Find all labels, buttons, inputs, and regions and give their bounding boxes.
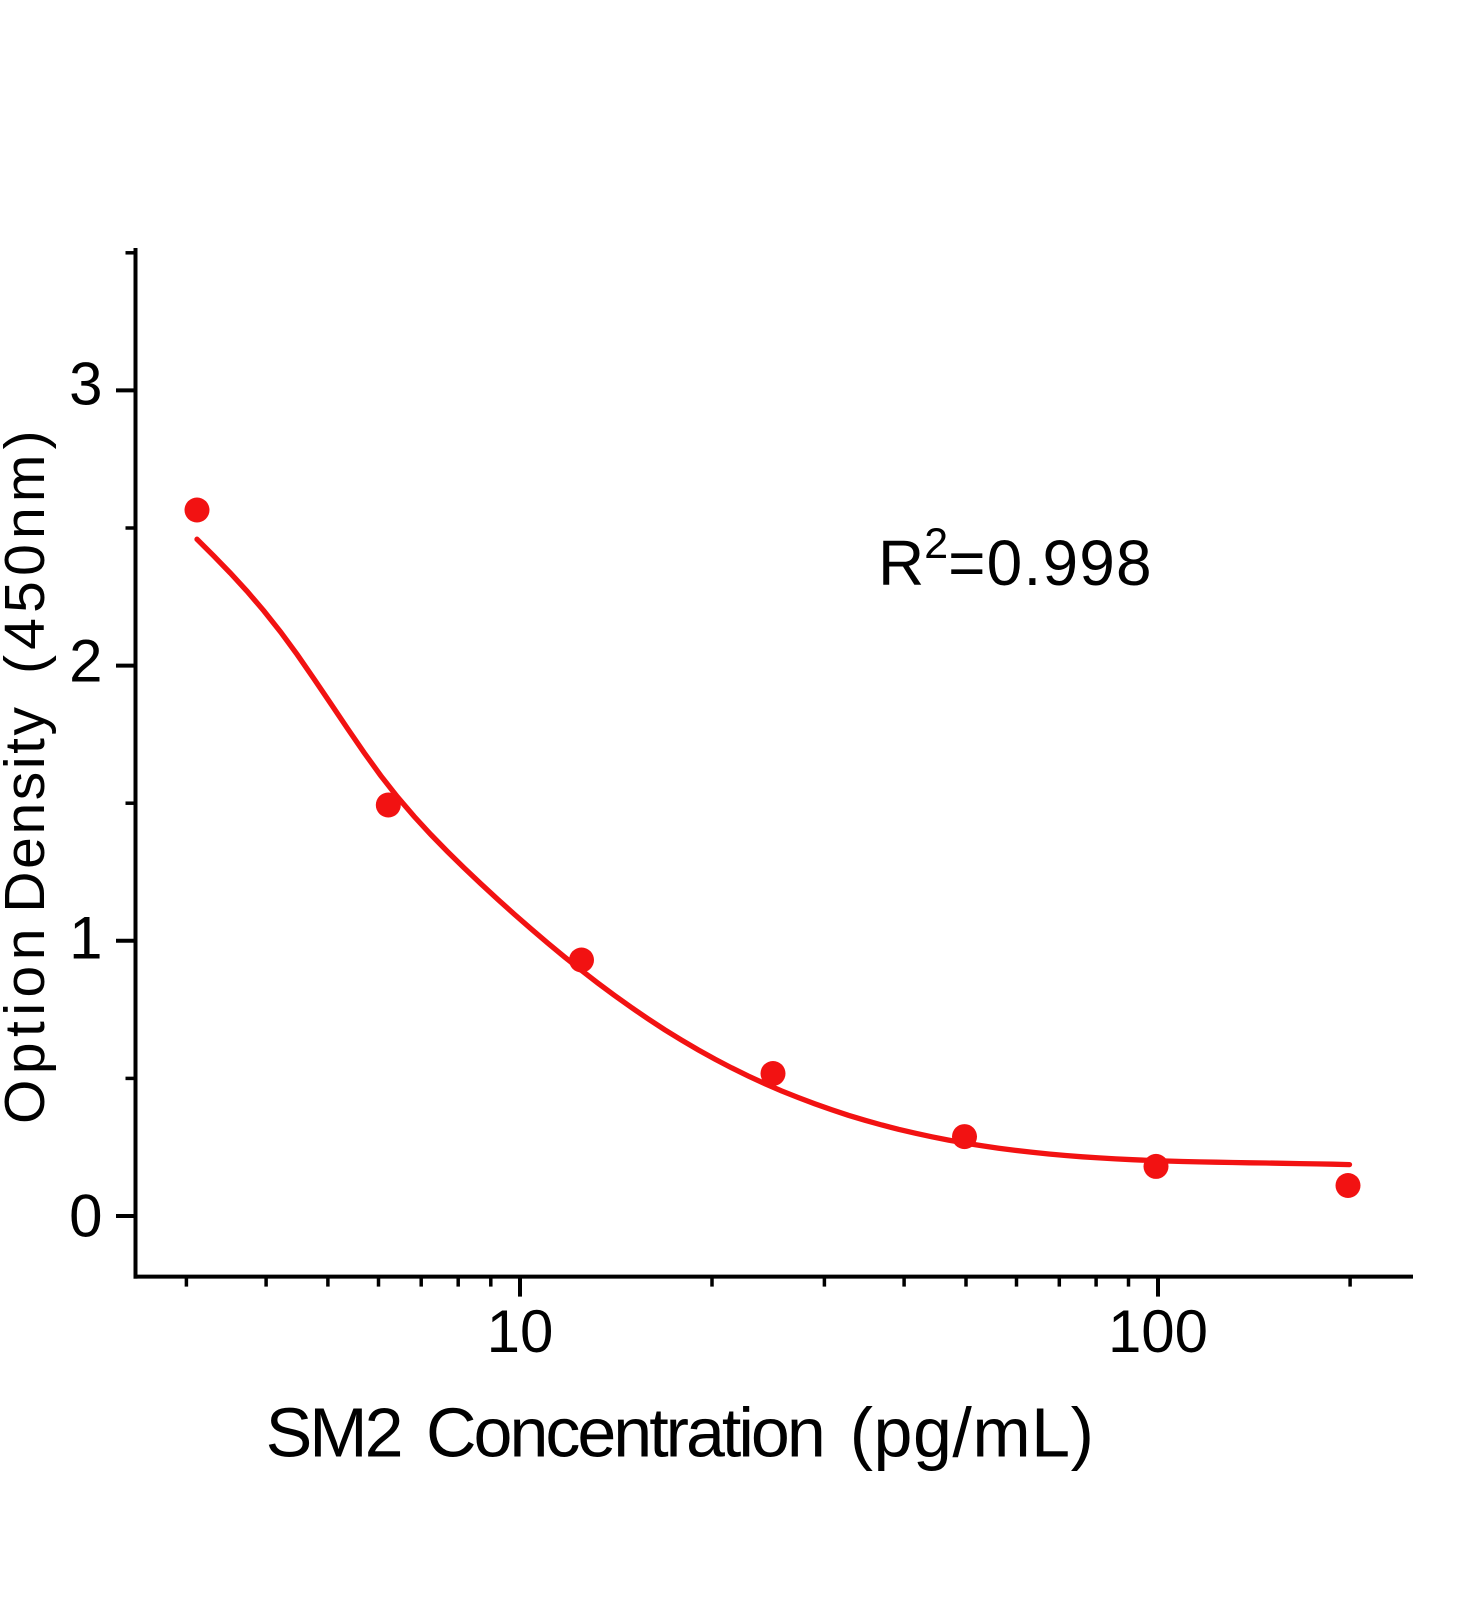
svg-text:SM2 Concentration (pg/mL): SM2 Concentration (pg/mL)	[266, 1394, 1095, 1472]
svg-text:Option Density (450nm): Option Density (450nm)	[0, 425, 57, 1124]
svg-text:0: 0	[69, 1183, 102, 1250]
svg-text:3: 3	[69, 350, 102, 417]
svg-text:100: 100	[1108, 1298, 1208, 1365]
svg-text:2: 2	[69, 628, 102, 695]
svg-text:10: 10	[487, 1298, 554, 1365]
svg-text:=0.998: =0.998	[948, 527, 1153, 599]
svg-text:1: 1	[69, 905, 102, 972]
svg-text:R: R	[878, 527, 924, 599]
